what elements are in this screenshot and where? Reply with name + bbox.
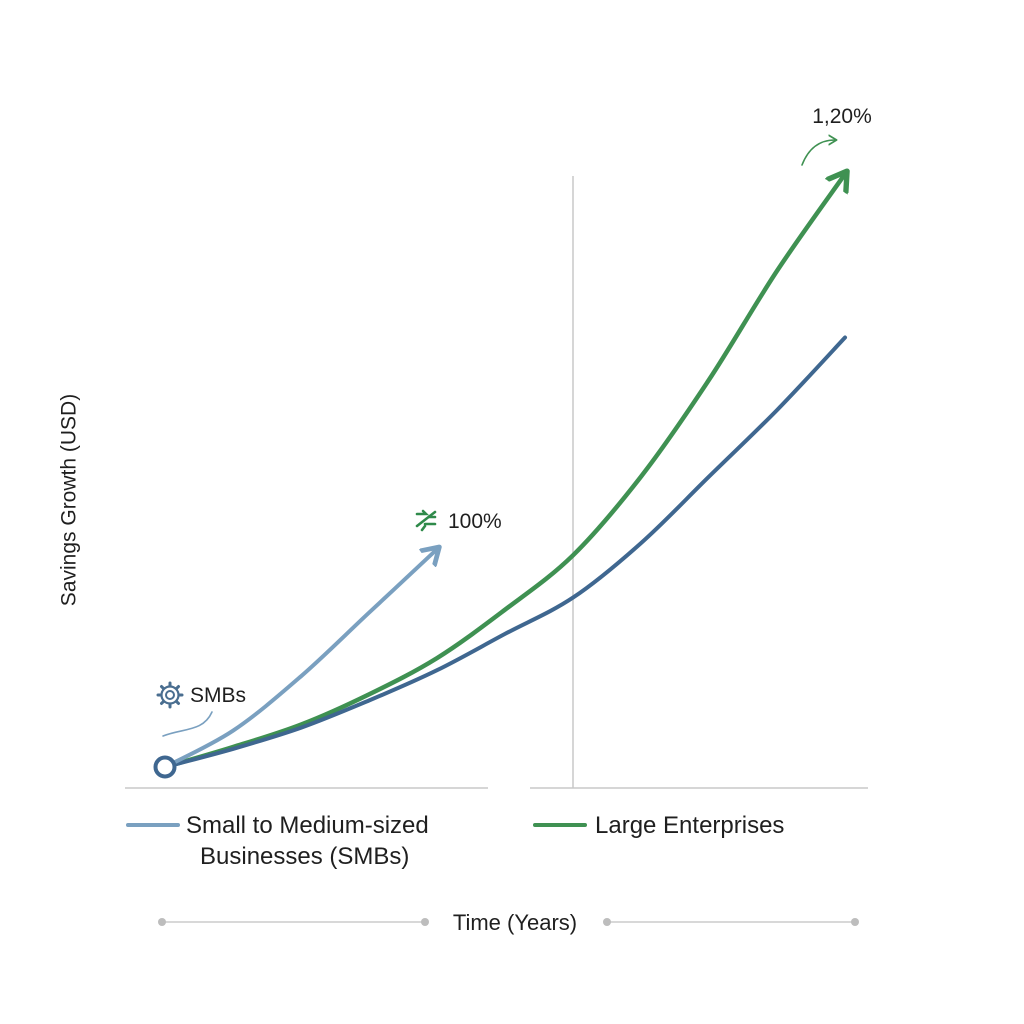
x-axis-title-dot — [851, 918, 859, 926]
x-axis-title-dot — [158, 918, 166, 926]
curved-arrow-icon — [801, 140, 835, 166]
annotation-smbs-label: SMBs — [190, 684, 246, 707]
x-axis-title-dot — [421, 918, 429, 926]
legend: Small to Medium-sized Businesses (SMBs) … — [126, 812, 784, 870]
annotation-120: 1,20% — [801, 105, 872, 166]
legend-item-large-enterprises: Large Enterprises — [533, 812, 784, 839]
annotation-smbs-leader — [162, 711, 213, 737]
annotation-smbs: SMBs — [156, 681, 246, 737]
start-point-marker — [153, 755, 177, 779]
legend-label-smb-line-1: Small to Medium-sized — [186, 812, 429, 839]
gear-icon — [156, 681, 184, 709]
series-line-large-enterprises — [162, 174, 845, 770]
annotation-120-label: 1,20% — [812, 105, 872, 128]
series-line-smb — [163, 335, 847, 769]
y-axis-label: Savings Growth (USD) — [58, 394, 81, 606]
rocket-icon — [415, 509, 437, 532]
annotation-100: 100% — [415, 509, 502, 533]
legend-item-smb: Small to Medium-sized Businesses (SMBs) — [126, 812, 429, 870]
x-axis-title-dot — [603, 918, 611, 926]
legend-label-large-enterprises: Large Enterprises — [595, 812, 784, 839]
annotation-100-label: 100% — [448, 510, 502, 533]
x-axis-label: Time (Years) — [453, 910, 577, 935]
x-axis-title: Time (Years) — [158, 910, 859, 935]
series-line-smb-early-growth — [163, 549, 437, 769]
legend-label-smb-line-2: Businesses (SMBs) — [200, 843, 409, 870]
